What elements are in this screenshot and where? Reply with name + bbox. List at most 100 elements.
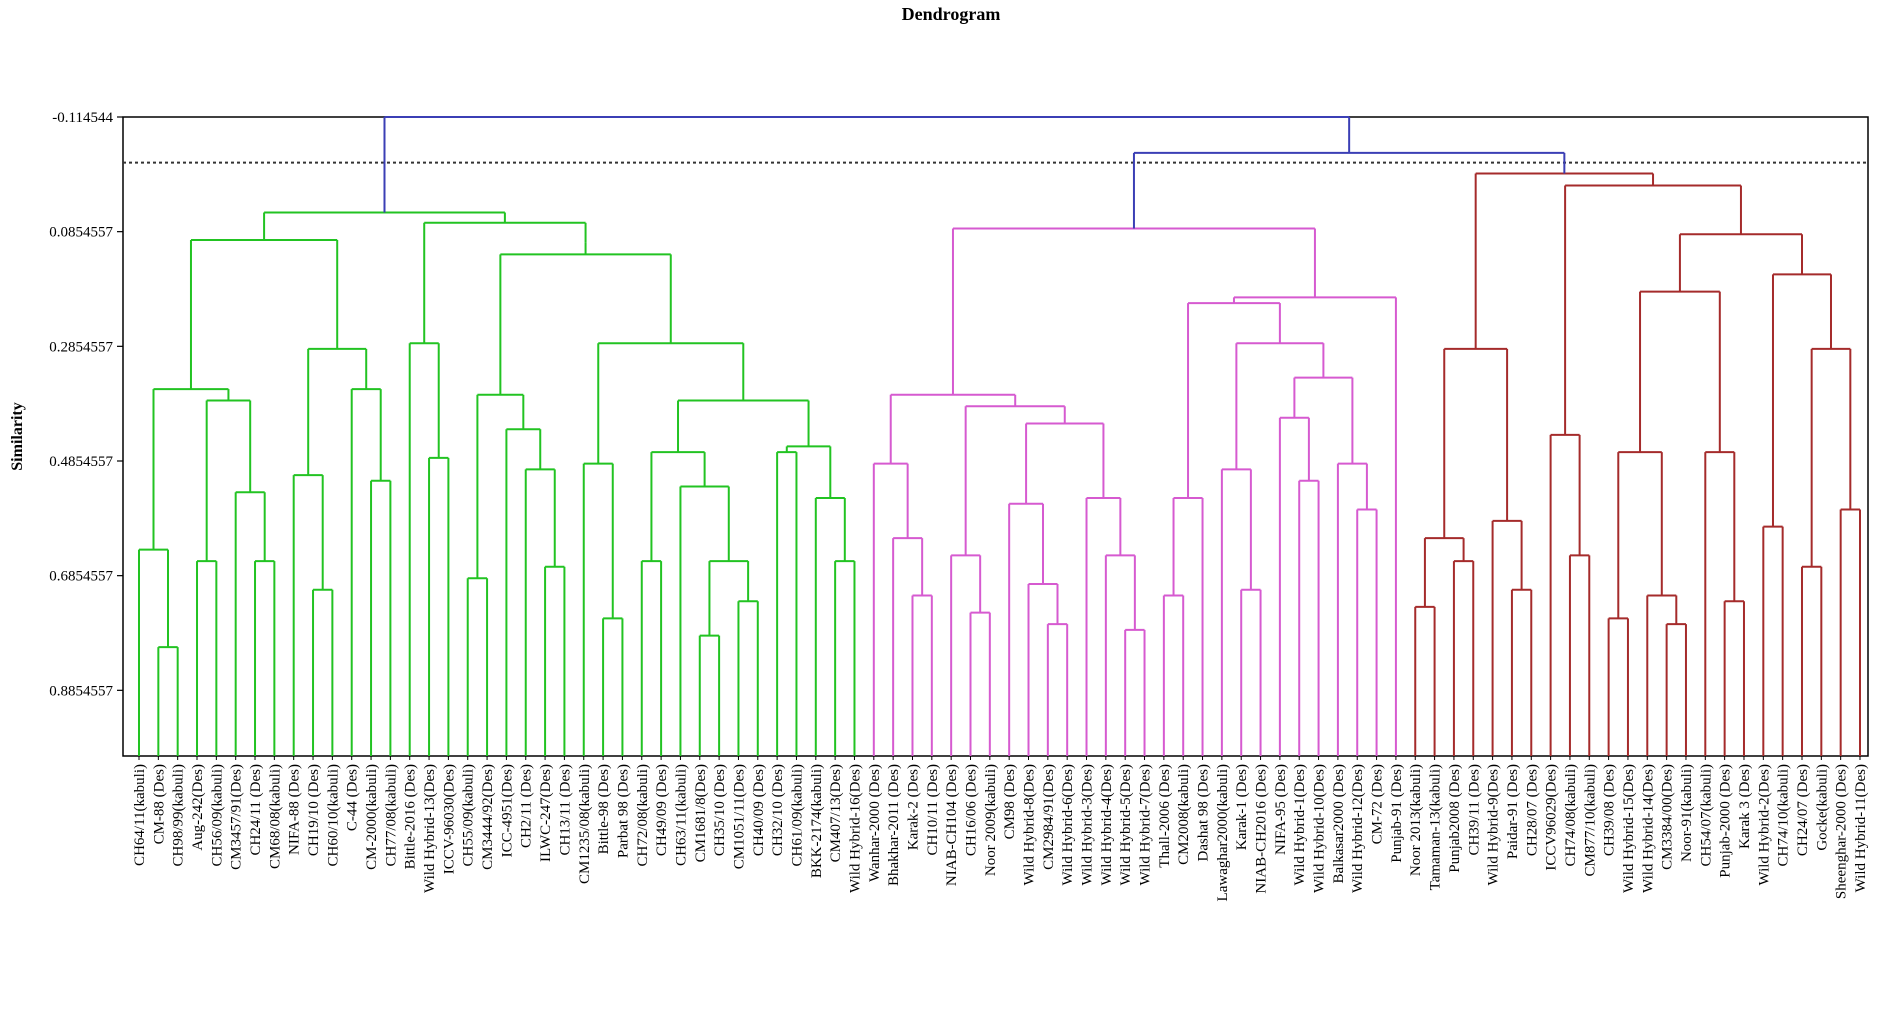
leaf-label: CH35/10 (Des) xyxy=(712,764,728,856)
leaf-label: CM98 (Des) xyxy=(1002,764,1018,839)
leaf-label: Wanhar-2000 (Des) xyxy=(867,764,883,882)
leaf-label: CH2/11 (Des) xyxy=(519,764,535,848)
leaf-label: ICC-4951(Des) xyxy=(499,764,515,857)
leaf-label: CH74/08(kabuli) xyxy=(1563,764,1579,867)
leaf-label: CH40/09 (Des) xyxy=(751,764,767,856)
leaf-label: Punjab-2000 (Des) xyxy=(1718,764,1734,878)
leaf-label: Wild Hybrid-7(Des) xyxy=(1138,764,1154,885)
leaf-label: CH39/11 (Des) xyxy=(1466,764,1482,856)
leaf-label: CM3444/92(Des) xyxy=(480,764,496,870)
leaf-label: Wild Hybrid-12(Des) xyxy=(1350,764,1366,893)
leaf-label: Karak-1 (Des) xyxy=(1234,764,1250,850)
leaf-label: CM-88 (Des) xyxy=(151,764,167,844)
leaf-label: CH61/09(kabuli) xyxy=(789,764,805,867)
leaf-label: CM1681/8(Des) xyxy=(693,764,709,862)
leaf-label: CH54/07(kabuli) xyxy=(1698,764,1714,867)
leaf-label: Thall-2006 (Des) xyxy=(1157,764,1173,868)
leaf-label: CM877/10(kabuli) xyxy=(1582,764,1598,877)
y-tick-label: 0.6854557 xyxy=(49,569,113,585)
leaf-label: Wild Hybrid-14(Des) xyxy=(1640,764,1656,893)
leaf-label: CM68/08(kabuli) xyxy=(267,764,283,869)
chart-title: Dendrogram xyxy=(901,4,1001,24)
leaf-label: NIFA-88 (Des) xyxy=(287,764,303,855)
leaf-label: Aug-242(Des) xyxy=(190,764,206,851)
leaf-label: Tamaman-13(kabuli) xyxy=(1428,764,1444,890)
leaf-label: CH55/09(kabuli) xyxy=(461,764,477,867)
leaf-label: CM2984/91(Des) xyxy=(1041,764,1057,870)
y-tick-label: -0.114544 xyxy=(52,110,113,126)
leaf-label: ICCV96029(Des) xyxy=(1544,764,1560,871)
leaf-label: CH49/09 (Des) xyxy=(654,764,670,856)
y-axis-ticks: -0.114544 0.0854557 0.2854557 0.4854557 0.68… xyxy=(49,110,123,699)
leaf-label: Punjab-91 (Des) xyxy=(1389,764,1405,863)
leaf-label: Wild Hybrid-16(Des) xyxy=(847,764,863,893)
y-tick-label: 0.0854557 xyxy=(49,225,113,241)
leaf-label: CH39/08 (Des) xyxy=(1602,764,1618,856)
leaf-label: Gocke(kabuli) xyxy=(1814,764,1830,851)
leaf-label: Bittle-2016 (Des) xyxy=(403,764,419,869)
leaf-label: Wild Hybrid-2(Des) xyxy=(1756,764,1772,885)
leaf-label: CH60/10(kabuli) xyxy=(325,764,341,867)
leaf-label: Karak-2 (Des) xyxy=(905,764,921,850)
leaf-label: CH28/07 (Des) xyxy=(1524,764,1540,856)
leaf-label: Punjab2008 (Des) xyxy=(1447,764,1463,873)
leaf-label: Wild Hybrid-8(Des) xyxy=(1022,764,1038,885)
leaf-label: Karak 3 (Des) xyxy=(1737,764,1753,849)
leaf-label: NIAB-CH104 (Des) xyxy=(944,764,960,886)
leaf-label: Noor 2013(kabuli) xyxy=(1408,764,1424,876)
leaf-label: C-44 (Des) xyxy=(345,764,361,831)
leaf-label: CM1051/11(Des) xyxy=(731,764,747,869)
leaf-label: Balkasar2000 (Des) xyxy=(1331,764,1347,884)
leaf-label: CH63/11(kabuli) xyxy=(673,764,689,866)
leaf-label: ICCV-96030(Des) xyxy=(441,764,457,874)
leaf-label: CH13/11 (Des) xyxy=(557,764,573,856)
leaf-label: CM1235/08(kabuli) xyxy=(577,764,593,884)
leaf-label: Wild Hybrid-6(Des) xyxy=(1060,764,1076,885)
leaf-label: Wild Hybrid-3(Des) xyxy=(1080,764,1096,885)
leaf-label: Wild Hybrid-11(Des) xyxy=(1853,764,1869,892)
leaf-label: CH56/09(kabuli) xyxy=(209,764,225,867)
leaf-label: CM-72 (Des) xyxy=(1370,764,1386,844)
leaf-label: CM-2000(kabuli) xyxy=(364,764,380,870)
leaf-label: Wild Hybrid-15(Des) xyxy=(1621,764,1637,893)
leaf-label: BKK-2174(kabuli) xyxy=(809,764,825,878)
leaf-label: ILWC-247(Des) xyxy=(538,764,554,862)
leaf-label: CH10/11 (Des) xyxy=(925,764,941,856)
leaf-label: CH77/08(kabuli) xyxy=(383,764,399,867)
leaf-label: Sheenghar-2000 (Des) xyxy=(1834,764,1850,899)
leaf-label: CH24/11 (Des) xyxy=(248,764,264,856)
y-axis-label: Similarity xyxy=(9,402,26,470)
leaf-label: CH98/99(kabuli) xyxy=(171,764,187,867)
leaf-label: CM3384/00(Des) xyxy=(1660,764,1676,870)
leaf-label: Wild Hybrid-5(Des) xyxy=(1118,764,1134,885)
leaf-label: Noor-91(kabuli) xyxy=(1679,764,1695,862)
leaf-label: CH24/07 (Des) xyxy=(1795,764,1811,856)
leaf-label: Bhakhar-2011 (Des) xyxy=(886,764,902,886)
leaf-label: NIFA-95 (Des) xyxy=(1273,764,1289,855)
y-tick-label: 0.2854557 xyxy=(49,339,113,355)
leaf-label: Wild Hybrid-1(Des) xyxy=(1292,764,1308,885)
leaf-label: CH72/08(kabuli) xyxy=(635,764,651,867)
leaf-label: CM2008(kabuli) xyxy=(1176,764,1192,865)
leaf-label: Lawaghar2000(kabuli) xyxy=(1215,764,1231,901)
leaf-label: CH19/10 (Des) xyxy=(306,764,322,856)
leaf-label: Wild Hybrid-10(Des) xyxy=(1312,764,1328,893)
y-tick-label: 0.8854557 xyxy=(49,683,113,699)
leaf-label: CH64/11(kabuli) xyxy=(132,764,148,866)
leaf-label: Parbat 98 (Des) xyxy=(615,764,631,858)
leaf-label: Dashat 98 (Des) xyxy=(1196,764,1212,861)
leaf-label: Wild Hybrid-9(Des) xyxy=(1486,764,1502,885)
leaf-label: CM3457/91(Des) xyxy=(229,764,245,870)
leaf-label: NIAB-CH2016 (Des) xyxy=(1254,764,1270,894)
leaf-label: CH32/10 (Des) xyxy=(770,764,786,856)
leaf-label: Wild Hybrid-4(Des) xyxy=(1099,764,1115,885)
dendrogram-links xyxy=(138,116,1861,756)
leaf-label: Noor 2009(kabuli) xyxy=(983,764,999,876)
leaf-label: CH16/06 (Des) xyxy=(963,764,979,856)
leaf-label: CM407/13(Des) xyxy=(828,764,844,862)
leaf-label: Wild Hybrid-13(Des) xyxy=(422,764,438,893)
leaf-labels: CH64/11(kabuli) CM-88 (Des) CH98/99(kabuli… xyxy=(132,756,1869,901)
leaf-label: Bittle-98 (Des) xyxy=(596,764,612,854)
leaf-label: CH74/10(kabuli) xyxy=(1776,764,1792,867)
